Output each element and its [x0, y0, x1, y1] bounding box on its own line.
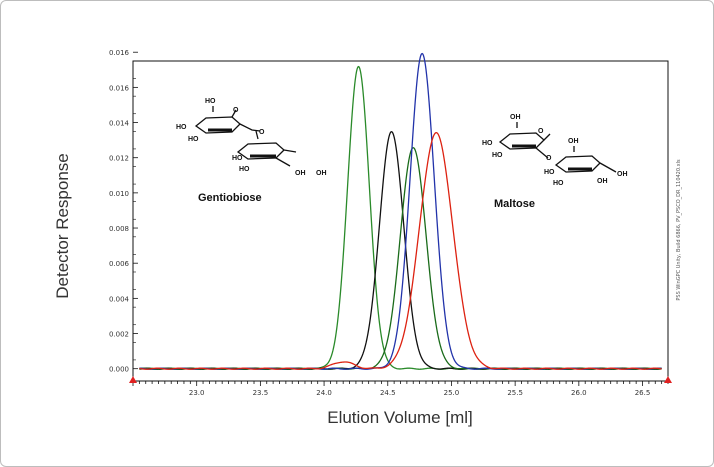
series-line-4 — [139, 52, 662, 370]
series-line-2 — [139, 131, 662, 370]
software-note: PSS WinGPC Unity, Build 6866, PV_PSCO_DR… — [676, 159, 682, 301]
series-layer — [139, 52, 662, 370]
axis-ticks: 23.0 23.5 24.0 24.5 25.0 25.5 26.0 26.5 0.000 0.0… — [109, 49, 672, 397]
gb-label-7: HO — [239, 166, 250, 173]
gb-label-4: O — [233, 107, 239, 114]
x-tick-label: 24.5 — [380, 389, 396, 397]
x-tick-label: 23.5 — [253, 389, 269, 397]
gb-label-2: HO — [176, 124, 187, 131]
y-tick-label: 0.016 — [109, 49, 130, 57]
y-tick-label: 0.004 — [109, 295, 130, 303]
mt-label-3: HO — [492, 152, 503, 159]
gb-label-1: HO — [205, 98, 216, 105]
y-tick-label: 0.016 — [109, 84, 130, 92]
mt-label-9: OH — [597, 178, 608, 185]
mt-label-7: HO — [544, 169, 555, 176]
x-tick-label: 24.0 — [316, 389, 332, 397]
y-tick-label: 0.002 — [109, 331, 129, 339]
y-tick-label: 0.008 — [109, 225, 129, 233]
y-tick-label: 0.012 — [109, 155, 129, 163]
mt-label-5: OH — [568, 138, 579, 145]
y-tick-label: 0.014 — [109, 120, 130, 128]
axis-start-marker — [129, 376, 137, 383]
gb-label-6: HO — [232, 155, 243, 162]
gentiobiose-structure — [194, 106, 297, 167]
mt-label-6: O — [546, 155, 552, 162]
x-axis-title: Elution Volume [ml] — [327, 408, 473, 427]
y-tick-label: 0.006 — [109, 260, 130, 268]
mt-label-10: OH — [617, 171, 628, 178]
x-tick-label: 23.0 — [189, 389, 205, 397]
gentiobiose-label: Gentiobiose — [198, 192, 262, 204]
gb-label-3: HO — [188, 136, 199, 143]
series-line-1 — [139, 65, 662, 370]
x-tick-label: 25.0 — [444, 389, 460, 397]
y-axis-title: Detector Response — [53, 153, 72, 299]
mt-label-2: HO — [482, 140, 493, 147]
x-tick-label: 25.5 — [507, 389, 523, 397]
y-tick-label: 0.000 — [109, 366, 129, 374]
series-line-5 — [139, 132, 662, 370]
mt-label-8: HO — [553, 180, 564, 187]
x-tick-label: 26.5 — [635, 389, 651, 397]
mt-label-1: OH — [510, 114, 521, 121]
gb-label-5: O — [259, 129, 265, 136]
gb-label-9: OH — [316, 170, 327, 177]
maltose-structure — [498, 122, 617, 173]
axis-end-marker — [664, 376, 672, 383]
x-tick-label: 26.0 — [571, 389, 587, 397]
gb-label-8: OH — [295, 170, 306, 177]
maltose-label: Maltose — [494, 198, 535, 210]
y-tick-label: 0.010 — [109, 190, 129, 198]
mt-label-4: O — [538, 128, 544, 135]
